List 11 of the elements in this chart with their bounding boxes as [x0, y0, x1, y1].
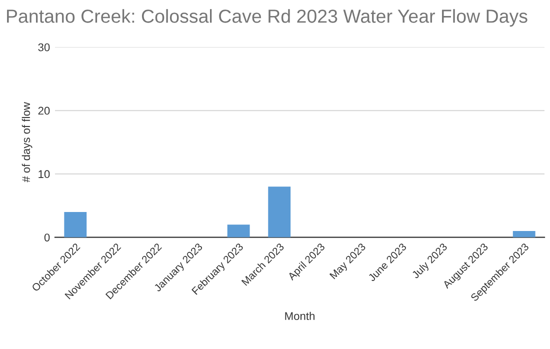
- y-tick-label: 20: [38, 106, 50, 115]
- bar: [268, 186, 291, 238]
- bar: [512, 230, 536, 238]
- chart-title: Pantano Creek: Colossal Cave Rd 2023 Water Year Flow Days: [7, 9, 528, 27]
- bar: [64, 212, 87, 238]
- y-tick-label: 30: [38, 43, 50, 52]
- y-tick-label: 10: [38, 170, 50, 178]
- y-axis-title: # of days of flow: [22, 102, 32, 182]
- x-axis-title: Month: [285, 312, 314, 320]
- y-tick-label: 0: [44, 234, 50, 242]
- bar: [227, 224, 250, 238]
